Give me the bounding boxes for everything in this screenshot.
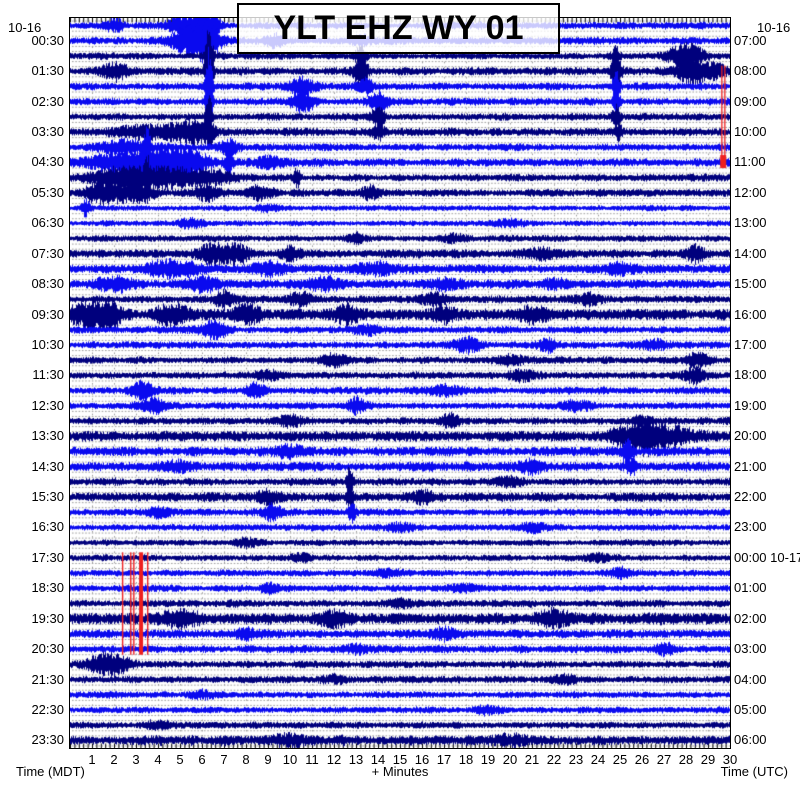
minute-tick-label: 15 [392,752,408,767]
minute-tick-label: 5 [176,752,184,767]
right-time-label: 04:00 [734,671,767,687]
minute-tick-label: 20 [502,752,518,767]
right-time-label: 06:00 [734,732,767,748]
left-time-label: 21:30 [31,671,64,687]
right-time-label: 09:00 [734,93,767,109]
helicorder-plot-frame [69,17,731,749]
minute-tick-label: 19 [480,752,496,767]
left-time-label: 11:30 [32,367,64,383]
minute-tick-label: 16 [414,752,430,767]
station-title: YLT EHZ WY 01 [273,9,524,47]
right-time-label: 10:00 [734,124,767,140]
minute-tick-label: 10 [282,752,298,767]
right-time-label: 03:00 [734,641,767,657]
right-time-label: 02:00 [734,610,767,626]
right-time-label: 17:00 [734,336,767,352]
minute-tick-label: 18 [458,752,474,767]
station-title-box: YLT EHZ WY 01 [237,3,560,54]
right-time-label: 07:00 [734,32,767,48]
minute-tick-label: 3 [132,752,140,767]
minute-tick-label: 4 [154,752,162,767]
right-time-label: 13:00 [734,215,767,231]
left-time-label: 09:30 [31,306,64,322]
left-time-label: 03:30 [31,124,64,140]
left-time-label: 23:30 [31,732,64,748]
right-time-label: 11:00 [734,154,766,170]
left-time-label: 12:30 [31,397,64,413]
right-time-label: 08:00 [734,63,767,79]
left-time-label: 00:30 [31,32,64,48]
left-time-label: 20:30 [31,641,64,657]
right-time-label: 20:00 [734,428,767,444]
left-time-label: 14:30 [31,458,64,474]
minute-tick-label: 6 [198,752,206,767]
right-axis-caption: Time (UTC) [720,764,788,779]
right-time-label: 19:00 [734,397,767,413]
minute-tick-label: 11 [305,752,319,767]
minute-tick-label: 13 [348,752,364,767]
minute-tick-label: 29 [700,752,716,767]
minute-tick-label: 22 [546,752,562,767]
left-time-label: 07:30 [31,245,64,261]
left-time-label: 13:30 [31,428,64,444]
minute-tick-label: 24 [590,752,606,767]
date-label-top-left: 10-16 [8,20,42,35]
bottom-axis-caption: + Minutes [371,764,429,779]
minute-tick-label: 7 [220,752,228,767]
left-time-label: 15:30 [31,489,64,505]
helicorder-canvas [70,18,730,748]
minute-tick-label: 27 [656,752,672,767]
left-time-label: 16:30 [31,519,64,535]
left-time-label: 22:30 [31,701,64,717]
left-time-label: 05:30 [31,184,64,200]
date-label-top-right: 10-16 [757,20,791,35]
minute-tick-label: 14 [370,752,386,767]
right-time-label: 15:00 [734,276,767,292]
minute-tick-label: 17 [436,752,452,767]
left-time-label: 01:30 [31,63,64,79]
left-time-label: 10:30 [31,336,64,352]
left-time-label: 19:30 [31,610,64,626]
right-time-label: 21:00 [734,458,767,474]
right-time-label: 18:00 [734,367,767,383]
minute-tick-label: 25 [612,752,628,767]
minute-tick-label: 26 [634,752,650,767]
right-time-label: 01:00 [734,580,767,596]
left-time-label: 18:30 [31,580,64,596]
right-time-label: 00:00 10-17 [734,549,800,565]
minute-tick-label: 30 [722,752,738,767]
left-time-label: 08:30 [31,276,64,292]
right-time-label: 14:00 [734,245,767,261]
minute-tick-label: 21 [524,752,540,767]
minute-tick-label: 9 [264,752,272,767]
right-time-label: 23:00 [734,519,767,535]
minute-tick-label: 8 [242,752,250,767]
left-time-label: 06:30 [31,215,64,231]
minute-tick-label: 23 [568,752,584,767]
minute-tick-label: 1 [88,752,96,767]
right-time-label: 05:00 [734,701,767,717]
left-time-label: 17:30 [31,549,64,565]
minute-tick-label: 28 [678,752,694,767]
minute-tick-label: 12 [326,752,342,767]
left-time-label: 02:30 [31,93,64,109]
right-time-label: 16:00 [734,306,767,322]
left-axis-caption: Time (MDT) [16,764,85,779]
right-time-label: 12:00 [734,184,767,200]
minute-tick-label: 2 [110,752,118,767]
left-time-label: 04:30 [31,154,64,170]
right-time-label: 22:00 [734,489,767,505]
